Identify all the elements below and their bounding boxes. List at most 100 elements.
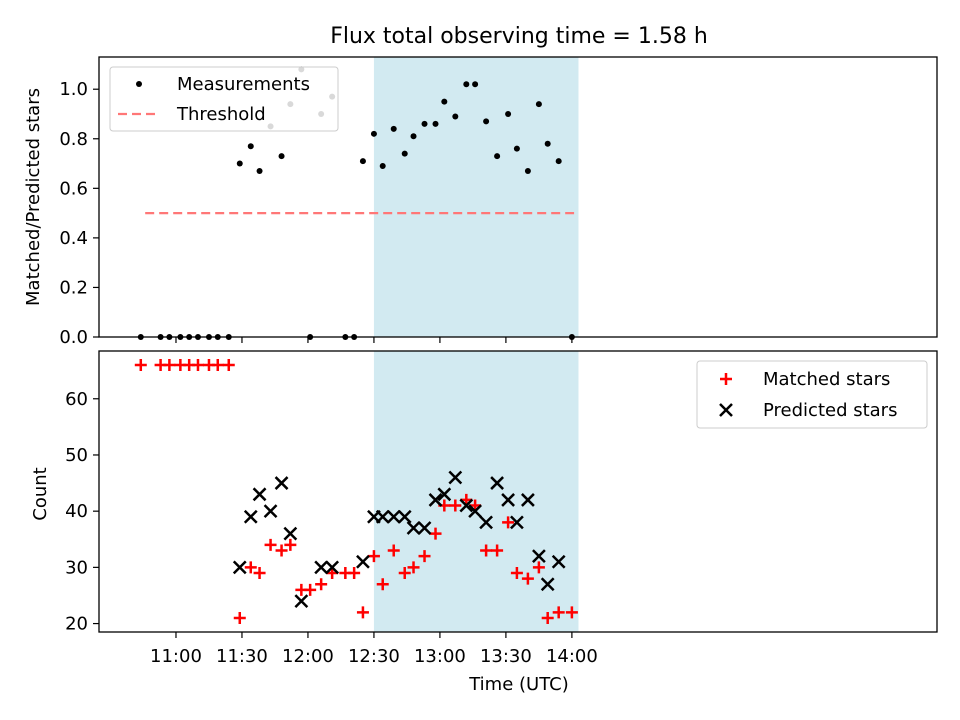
x-tick-label: 14:00 bbox=[546, 646, 598, 667]
y-tick-label: 20 bbox=[65, 614, 88, 635]
predicted-stars-point bbox=[490, 476, 504, 490]
y-tick-label: 0.2 bbox=[59, 277, 88, 298]
predicted-stars-point bbox=[263, 504, 278, 519]
measurement-point bbox=[379, 163, 386, 170]
predicted-stars-point bbox=[397, 509, 412, 524]
measurement-point bbox=[410, 133, 417, 140]
matched-stars-point bbox=[253, 566, 266, 579]
axes-frame bbox=[98, 56, 938, 338]
matched-stars-point bbox=[315, 578, 328, 591]
predicted-stars-point bbox=[437, 487, 452, 502]
legend-label: Threshold bbox=[176, 104, 266, 125]
matched-stars-point bbox=[244, 561, 257, 574]
matched-stars-point bbox=[510, 566, 523, 579]
matched-stars-point bbox=[565, 606, 578, 619]
matched-stars-point bbox=[304, 583, 317, 596]
matched-stars-point bbox=[356, 606, 369, 619]
measurement-point bbox=[247, 143, 254, 150]
matched-stars-point bbox=[211, 359, 224, 372]
predicted-stars-point bbox=[448, 470, 463, 485]
observing-window-span bbox=[373, 351, 579, 632]
measurement-point bbox=[535, 101, 542, 108]
predicted-stars-point bbox=[428, 493, 443, 507]
predicted-stars-point bbox=[232, 560, 247, 575]
measurement-point bbox=[359, 158, 366, 165]
x-tick-label: 13:30 bbox=[480, 646, 532, 667]
predicted-stars-point bbox=[294, 594, 309, 608]
x-tick-label: 11:30 bbox=[216, 646, 268, 667]
matched-stars-point bbox=[532, 561, 545, 574]
predicted-stars-point bbox=[325, 560, 340, 575]
y-tick-label: 0.8 bbox=[59, 129, 88, 150]
predicted-stars-point bbox=[274, 476, 289, 490]
matched-stars-point bbox=[418, 550, 431, 563]
matched-stars-point bbox=[191, 359, 204, 372]
chart-title: Flux total observing time = 1.58 h bbox=[330, 24, 708, 49]
y-tick-label: 0.6 bbox=[59, 178, 88, 199]
predicted-stars-point bbox=[283, 526, 298, 541]
matched-stars-point bbox=[367, 550, 380, 563]
legend-box bbox=[109, 66, 339, 132]
axes-frame bbox=[98, 350, 938, 633]
x-tick-label: 11:00 bbox=[150, 646, 202, 667]
predicted-stars-point bbox=[356, 554, 370, 569]
predicted-stars-point bbox=[479, 515, 493, 530]
measurement-point bbox=[463, 81, 470, 88]
legend-box bbox=[696, 360, 928, 429]
matched-stars-point bbox=[429, 527, 442, 540]
legend-marker-matched bbox=[720, 373, 732, 385]
measurement-point bbox=[472, 81, 479, 88]
matched-stars-point bbox=[449, 499, 462, 512]
matched-stars-point bbox=[348, 566, 361, 579]
predicted-stars-point bbox=[510, 515, 524, 530]
predicted-stars-point bbox=[521, 493, 535, 507]
x-tick-label: 13:00 bbox=[414, 646, 466, 667]
matched-stars-point bbox=[398, 566, 411, 579]
predicted-stars-point bbox=[532, 549, 546, 564]
matched-stars-point bbox=[552, 606, 565, 619]
predicted-stars-point bbox=[551, 554, 566, 569]
predicted-stars-point bbox=[314, 560, 329, 575]
matched-stars-point bbox=[502, 516, 515, 529]
predicted-stars-point bbox=[386, 509, 401, 524]
y-tick-label: 50 bbox=[65, 445, 88, 466]
predicted-stars-point bbox=[417, 521, 432, 535]
matched-stars-point bbox=[407, 561, 420, 574]
legend-label: Matched stars bbox=[763, 369, 890, 390]
y-tick-label: 1.0 bbox=[59, 79, 88, 100]
legend: Measurements Threshold bbox=[109, 66, 339, 132]
bottom-y-axis-label: Count bbox=[30, 467, 51, 520]
y-tick-label: 0.0 bbox=[59, 327, 88, 348]
legend: Matched stars Predicted stars bbox=[696, 360, 928, 429]
predicted-stars-point bbox=[540, 577, 555, 592]
measurement-point bbox=[401, 150, 408, 157]
predicted-stars-point bbox=[459, 498, 474, 513]
predicted-stars-point bbox=[252, 487, 267, 502]
x-tick-label: 12:30 bbox=[348, 646, 400, 667]
predicted-stars-point bbox=[243, 509, 258, 524]
y-tick-label: 0.4 bbox=[59, 228, 88, 249]
measurement-point bbox=[390, 125, 397, 132]
legend-label: Measurements bbox=[177, 74, 310, 95]
x-tick-label: 12:00 bbox=[282, 646, 334, 667]
measurement-point bbox=[421, 120, 428, 127]
predicted-stars-point bbox=[375, 509, 390, 524]
matched-stars-point bbox=[491, 544, 504, 557]
observing-window-span bbox=[373, 57, 579, 337]
matched-stars-point bbox=[134, 359, 147, 372]
x-axis-label: Time (UTC) bbox=[468, 674, 569, 695]
measurement-point bbox=[452, 113, 459, 120]
measurement-point bbox=[513, 145, 520, 152]
measurement-point bbox=[494, 153, 501, 160]
predicted-stars-point bbox=[406, 521, 421, 535]
matched-stars-point bbox=[275, 544, 288, 557]
legend-label: Predicted stars bbox=[763, 400, 897, 421]
matched-stars-point bbox=[222, 359, 235, 372]
predicted-stars-point bbox=[468, 504, 482, 519]
matched-stars-point bbox=[521, 572, 534, 585]
y-tick-label: 30 bbox=[65, 557, 88, 578]
matched-stars-point bbox=[233, 611, 246, 624]
measurement-point bbox=[505, 110, 512, 117]
measurement-point bbox=[432, 120, 439, 127]
matched-stars-point bbox=[480, 544, 493, 557]
